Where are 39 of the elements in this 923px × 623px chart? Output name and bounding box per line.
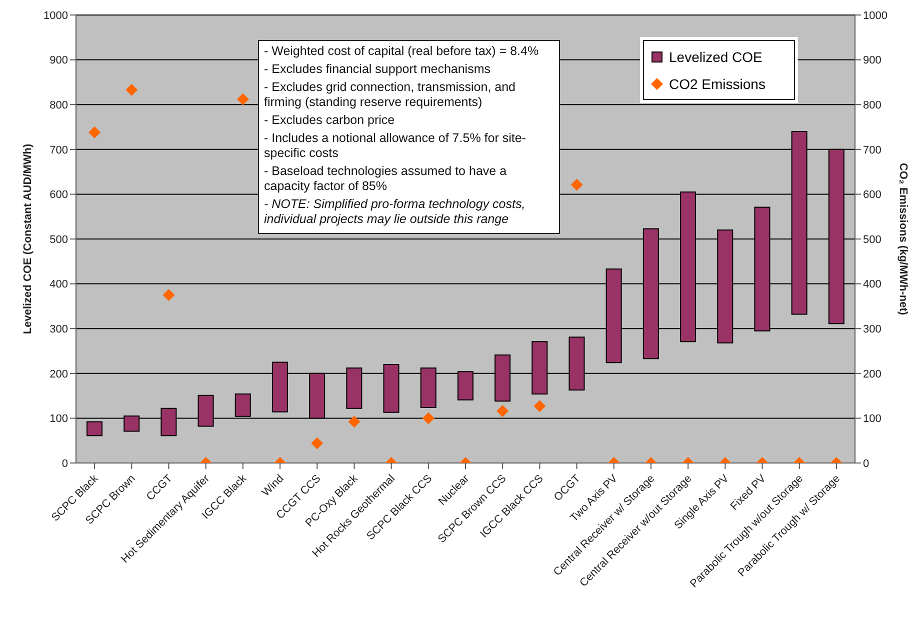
y-tick-label: 900 xyxy=(50,54,68,67)
annotation: - Baseload technologies assumed to have a capacity factor of 85% xyxy=(264,164,508,194)
y-tick-label: 500 xyxy=(50,234,68,246)
point xyxy=(126,84,138,96)
y2-tick-label: 900 xyxy=(863,54,882,67)
y2-tick-label: 1000 xyxy=(863,10,888,22)
bar xyxy=(86,421,102,436)
y2-tick-label: 700 xyxy=(863,144,882,156)
y2-tick-label: 800 xyxy=(863,100,882,112)
legend-label: Levelized COE xyxy=(669,48,762,64)
y-tick-label: 100 xyxy=(50,413,68,426)
legend-label: CO2 Emissions xyxy=(669,76,766,92)
annotation: - NOTE: Simplified pro-forma technology costs, individual projects may lie outside this range xyxy=(264,197,526,227)
y-tick-label: 600 xyxy=(50,189,68,202)
y2-tick-label: 0 xyxy=(863,458,870,470)
y-tick-label: 200 xyxy=(50,368,68,380)
annotation: - Excludes grid connection, transmission, and firming (standing reserve requirements) xyxy=(264,80,517,110)
y-tick-label: 1000 xyxy=(44,10,68,22)
y-tick-label: 300 xyxy=(50,324,68,336)
y2-tick-label: 100 xyxy=(863,413,882,426)
annotation: - Excludes carbon price xyxy=(264,113,396,128)
annotation: - Excludes financial support mechanisms xyxy=(264,62,492,77)
annotation: - Includes a notional allowance of 7.5% for site-specific costs xyxy=(264,131,527,161)
y2-tick-label: 400 xyxy=(863,278,882,291)
point xyxy=(162,289,175,301)
y-tick-label: 700 xyxy=(50,144,68,156)
y-tick-label: 400 xyxy=(50,278,68,291)
y-axis-title: Levelized COE (Constant AUD/MWh) xyxy=(22,144,34,334)
y2-tick-label: 500 xyxy=(863,234,882,246)
annotation: - Weighted cost of capital (real before tax) = 8.4% xyxy=(264,44,540,59)
point xyxy=(88,126,101,138)
y2-tick-label: 200 xyxy=(863,368,882,380)
point xyxy=(236,93,249,106)
y2-axis-title: CO₂ Emissions (kg/MWh-net) xyxy=(897,162,910,316)
y2-tick-label: 600 xyxy=(863,189,882,202)
point xyxy=(570,178,583,191)
y-tick-label: 800 xyxy=(50,100,68,112)
y-tick-label: 0 xyxy=(62,458,68,470)
y2-tick-label: 300 xyxy=(863,324,882,336)
